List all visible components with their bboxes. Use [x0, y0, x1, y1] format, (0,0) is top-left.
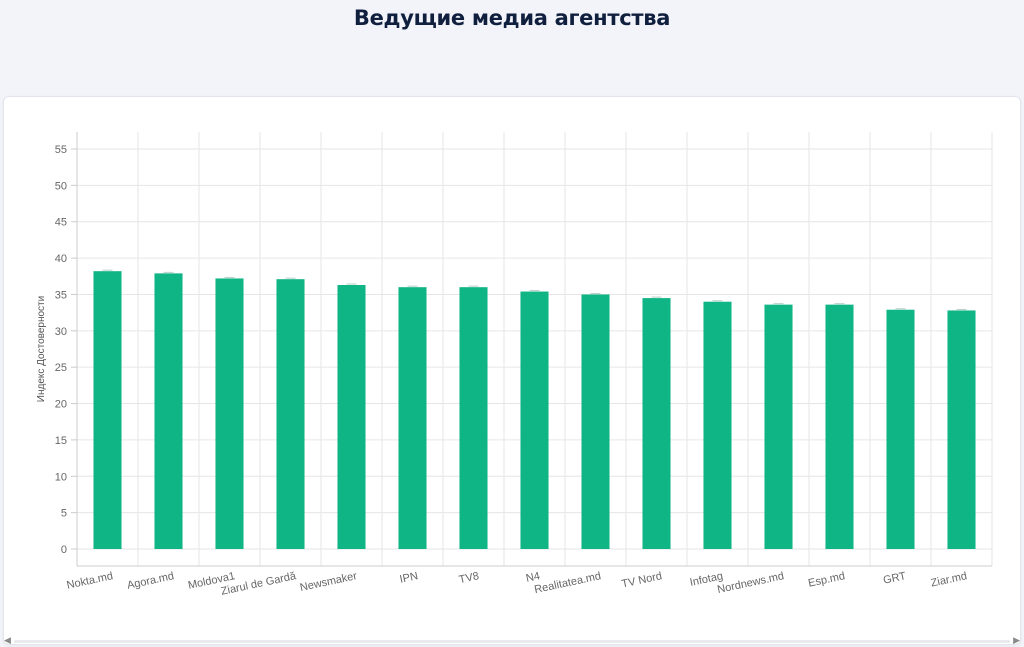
page-title: Ведущие медиа агентства [353, 6, 671, 30]
bar [93, 271, 122, 549]
bar [520, 291, 549, 549]
x-tick-label: Agora.md [126, 570, 175, 592]
x-tick-label: Esp.md [807, 570, 846, 589]
bar [154, 273, 183, 549]
x-tick-label: TV Nord [621, 570, 664, 590]
bar [276, 279, 305, 549]
bar [825, 304, 854, 549]
x-tick-label: Ziar.md [930, 570, 968, 589]
bar [886, 309, 915, 549]
y-tick-label: 50 [55, 180, 67, 192]
bar [337, 285, 366, 549]
y-tick-label: 10 [55, 471, 67, 483]
bar [398, 287, 427, 549]
x-tick-label: Realitatea.md [533, 570, 602, 596]
y-tick-label: 35 [55, 289, 67, 301]
bar [642, 298, 671, 549]
x-tick-label: GRT [882, 570, 907, 587]
y-tick-label: 0 [61, 544, 67, 556]
x-tick-label: Newsmaker [299, 570, 359, 594]
y-tick-label: 30 [55, 326, 67, 338]
x-tick-label: IPN [399, 570, 419, 586]
x-tick-label: TV8 [458, 570, 480, 586]
y-tick-label: 15 [55, 435, 67, 447]
y-tick-label: 40 [55, 253, 67, 265]
bar [764, 304, 793, 549]
horizontal-scrollbar[interactable] [14, 640, 1010, 643]
y-tick-label: 45 [55, 217, 67, 229]
y-tick-label: 25 [55, 362, 67, 374]
bar [947, 310, 976, 549]
y-tick-label: 5 [61, 508, 67, 520]
y-tick-label: 20 [55, 399, 67, 411]
bar [703, 301, 732, 549]
bar [215, 278, 244, 549]
x-tick-label: Nokta.md [66, 570, 115, 592]
chart-card: 0 5 10 15 20 25 30 35 40 45 50 55 Nokta.md Agora.md Mo… [3, 96, 1021, 645]
arrow-right-icon[interactable]: ▶ [1013, 635, 1020, 645]
bar [581, 294, 610, 549]
x-tick-label: N4 [525, 570, 541, 585]
x-tick-label: Nordnews.md [716, 570, 785, 596]
y-axis-label: Индекс Достоверности [36, 296, 47, 402]
arrow-left-icon[interactable]: ◀ [4, 635, 11, 645]
bar [459, 287, 488, 549]
y-tick-label: 55 [55, 144, 67, 156]
